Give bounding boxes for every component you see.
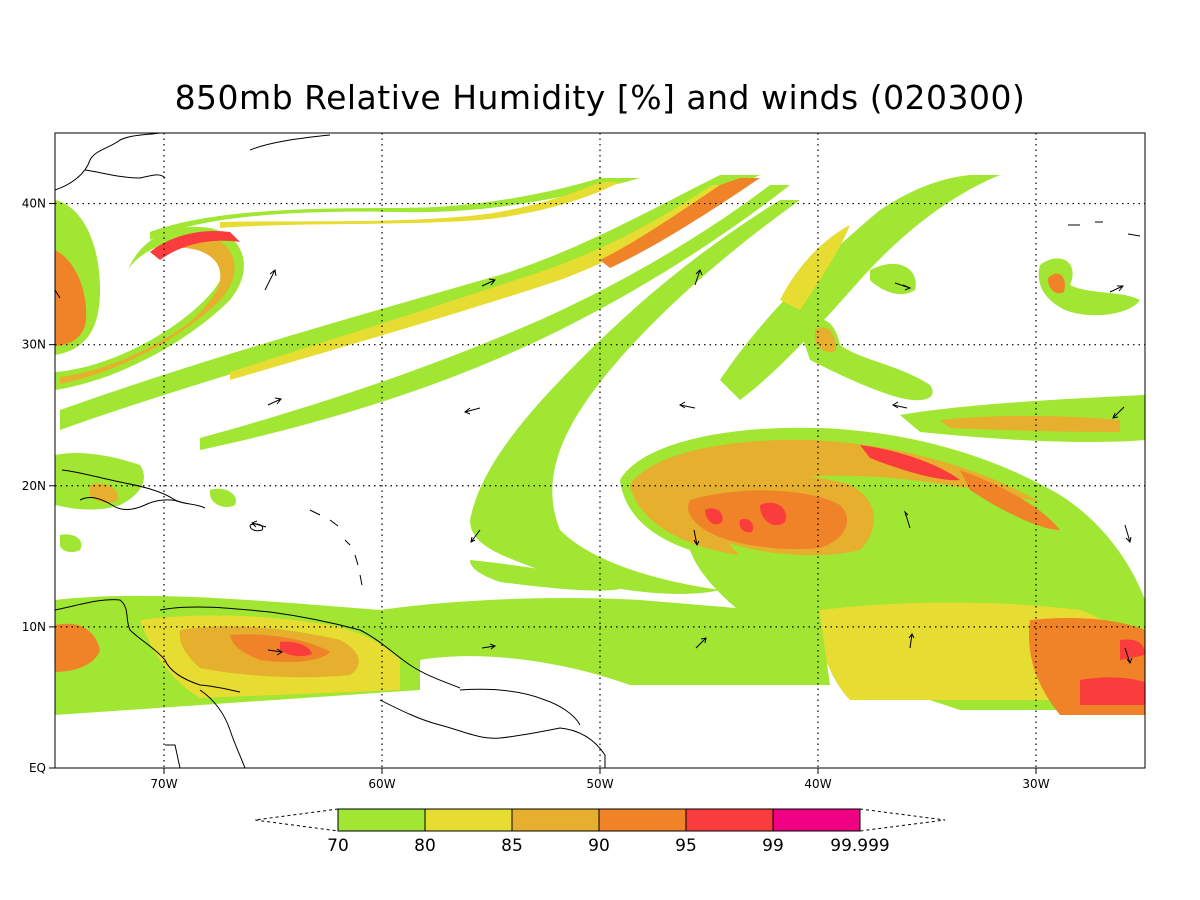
colorbar-label: 95	[675, 836, 697, 856]
colorbar-label: 80	[414, 836, 436, 856]
humidity-contours	[55, 175, 1145, 715]
x-tick-label: 50W	[586, 777, 613, 791]
colorbar-swatch	[772, 808, 861, 832]
graticule	[55, 133, 1145, 768]
colorbar-extension-left	[254, 808, 339, 832]
x-tick-label: 60W	[368, 777, 395, 791]
colorbar-label: 70	[327, 836, 349, 856]
colorbar-label: 85	[501, 836, 523, 856]
y-tick-label: 30N	[22, 338, 46, 352]
colorbar-swatch	[511, 808, 600, 832]
x-axis-ticks: 70W 60W 50W 40W 30W	[150, 768, 1050, 791]
x-tick-label: 40W	[804, 777, 831, 791]
colorbar: 70 80 85 90 95 99 99.999	[254, 808, 946, 856]
colorbar-label: 99	[762, 836, 784, 856]
wind-vectors	[54, 269, 1133, 665]
y-tick-label: 10N	[22, 620, 46, 634]
colorbar-swatch	[337, 808, 426, 832]
colorbar-swatch	[424, 808, 513, 832]
colorbar-label: 99.999	[830, 836, 889, 856]
y-tick-label: 40N	[22, 197, 46, 211]
colorbar-swatch	[598, 808, 687, 832]
colorbar-swatch	[685, 808, 774, 832]
y-tick-label: 20N	[22, 479, 46, 493]
map-title: 850mb Relative Humidity [%] and winds (0…	[174, 78, 1026, 117]
y-axis-ticks: EQ 10N 20N 30N 40N	[22, 197, 55, 775]
y-tick-label: EQ	[29, 761, 46, 775]
colorbar-label: 90	[588, 836, 610, 856]
x-tick-label: 30W	[1022, 777, 1049, 791]
colorbar-extension-right	[859, 808, 946, 832]
x-tick-label: 70W	[150, 777, 177, 791]
